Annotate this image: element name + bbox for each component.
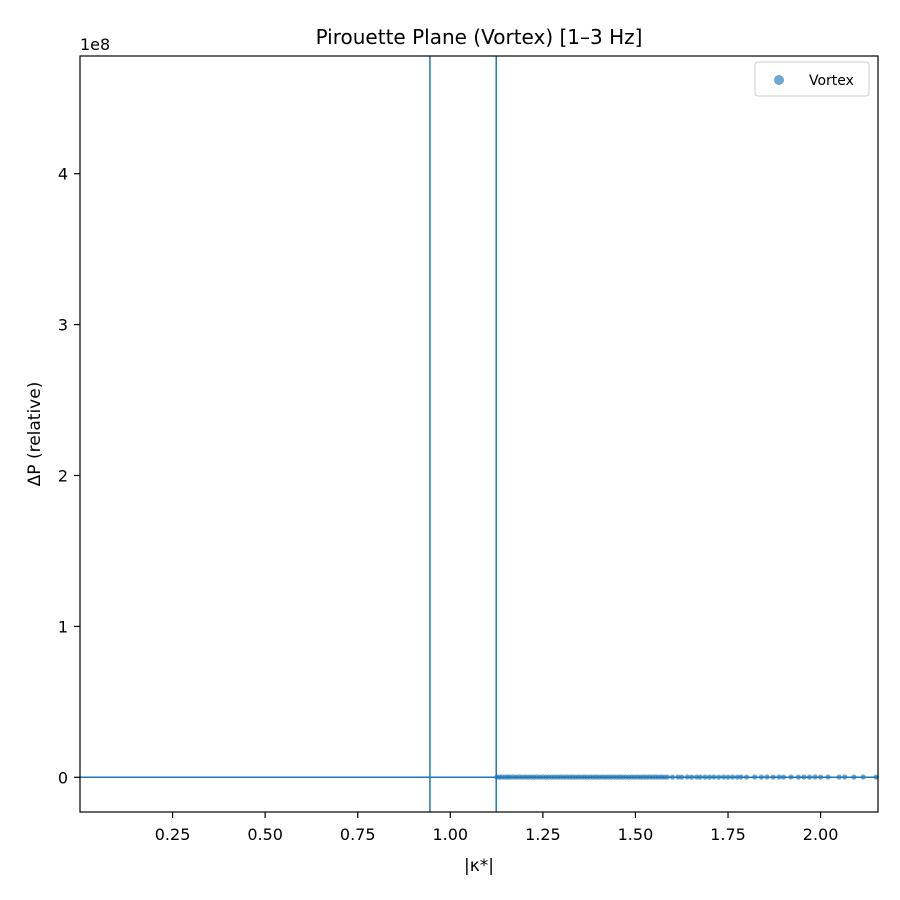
data-point: [706, 774, 713, 780]
data-point: [851, 774, 857, 780]
data-point: [818, 774, 824, 780]
data-point: [675, 774, 681, 780]
x-axis-ticks: 0.25 0.50 0.75 1.00 1.25 1.50 1.75 2.00: [155, 812, 839, 844]
x-tick-label: 1.75: [710, 825, 746, 844]
data-point: [776, 774, 782, 780]
data-point: [788, 774, 794, 780]
y-axis-label: ΔP (relative): [25, 382, 45, 487]
data-point: [729, 774, 736, 780]
data-point: [758, 774, 764, 780]
x-tick-label: 2.00: [803, 825, 839, 844]
data-point: [684, 774, 690, 780]
x-tick-label: 1.00: [432, 825, 468, 844]
data-point: [738, 774, 744, 780]
data-point: [734, 774, 740, 780]
data-point: [702, 774, 708, 780]
data-point: [825, 774, 831, 780]
y-tick-label: 4: [58, 165, 68, 184]
chart-title: Pirouette Plane (Vortex) [1–3 Hz]: [316, 25, 643, 49]
data-point: [664, 774, 670, 780]
y-tick-label: 3: [58, 316, 68, 335]
data-point: [812, 774, 818, 780]
data-point: [806, 774, 813, 780]
data-point: [716, 774, 722, 780]
data-point: [725, 774, 731, 780]
x-tick-label: 1.50: [618, 825, 654, 844]
x-tick-label: 0.50: [247, 825, 283, 844]
data-point: [860, 774, 866, 780]
data-point: [752, 774, 758, 780]
data-point: [693, 774, 700, 780]
data-point: [720, 774, 727, 780]
x-tick-label: 0.75: [340, 825, 376, 844]
data-points: [494, 774, 879, 780]
data-point: [711, 774, 717, 780]
legend-box: [754, 61, 870, 97]
data-point: [842, 774, 848, 780]
data-point: [697, 774, 703, 780]
data-point: [689, 774, 695, 780]
plot-frame: [79, 55, 879, 813]
data-point: [836, 774, 842, 780]
x-tick-label: 1.25: [525, 825, 561, 844]
x-axis-label: |κ*|: [464, 856, 494, 876]
data-point: [780, 774, 787, 780]
x-tick-label: 0.25: [155, 825, 191, 844]
legend: Vortex: [754, 61, 870, 97]
data-point: [764, 774, 770, 780]
y-axis-ticks: 0 1 2 3 4: [58, 165, 80, 787]
data-point: [795, 774, 801, 780]
y-axis-offset-label: 1e8: [80, 35, 110, 54]
legend-label-vortex: Vortex: [809, 73, 854, 89]
data-point: [770, 774, 776, 780]
data-point: [669, 774, 676, 780]
data-point: [801, 774, 807, 780]
y-tick-label: 1: [58, 617, 68, 636]
y-tick-label: 2: [58, 466, 68, 485]
y-tick-label: 0: [58, 768, 68, 787]
data-point: [743, 774, 750, 780]
data-point: [679, 774, 685, 780]
legend-marker-vortex: [774, 75, 784, 85]
